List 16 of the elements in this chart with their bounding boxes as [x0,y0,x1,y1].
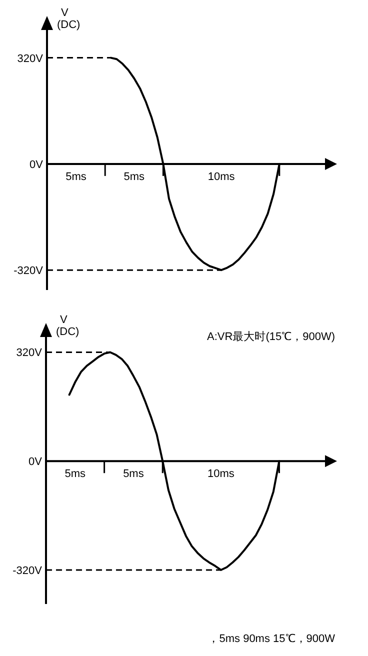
text: ，5ms 90ms 15℃，900W [208,633,336,645]
y-tick-label: -320V [14,265,44,278]
x-tick-label: 10ms [207,468,235,480]
x-tick-label: 5ms [123,468,144,480]
y-tick-label: 0V [30,158,44,171]
x-tick-label: 5ms [64,468,86,480]
y-tick-label: 320V [16,347,43,360]
x-tick-label: 5ms [124,170,146,183]
y-axis-title: V (DC) [56,314,80,338]
annotation: A:VR最大时(15℃，900W) [207,330,335,343]
y-tick-label: -320V [12,564,43,577]
x-tick-label: 10ms [208,170,236,183]
x-tick-label: 5ms [66,170,87,183]
y-tick-label: 320V [17,52,44,65]
y-tick-label: 0V [28,456,43,468]
y-axis-title: V (DC) [57,7,80,31]
